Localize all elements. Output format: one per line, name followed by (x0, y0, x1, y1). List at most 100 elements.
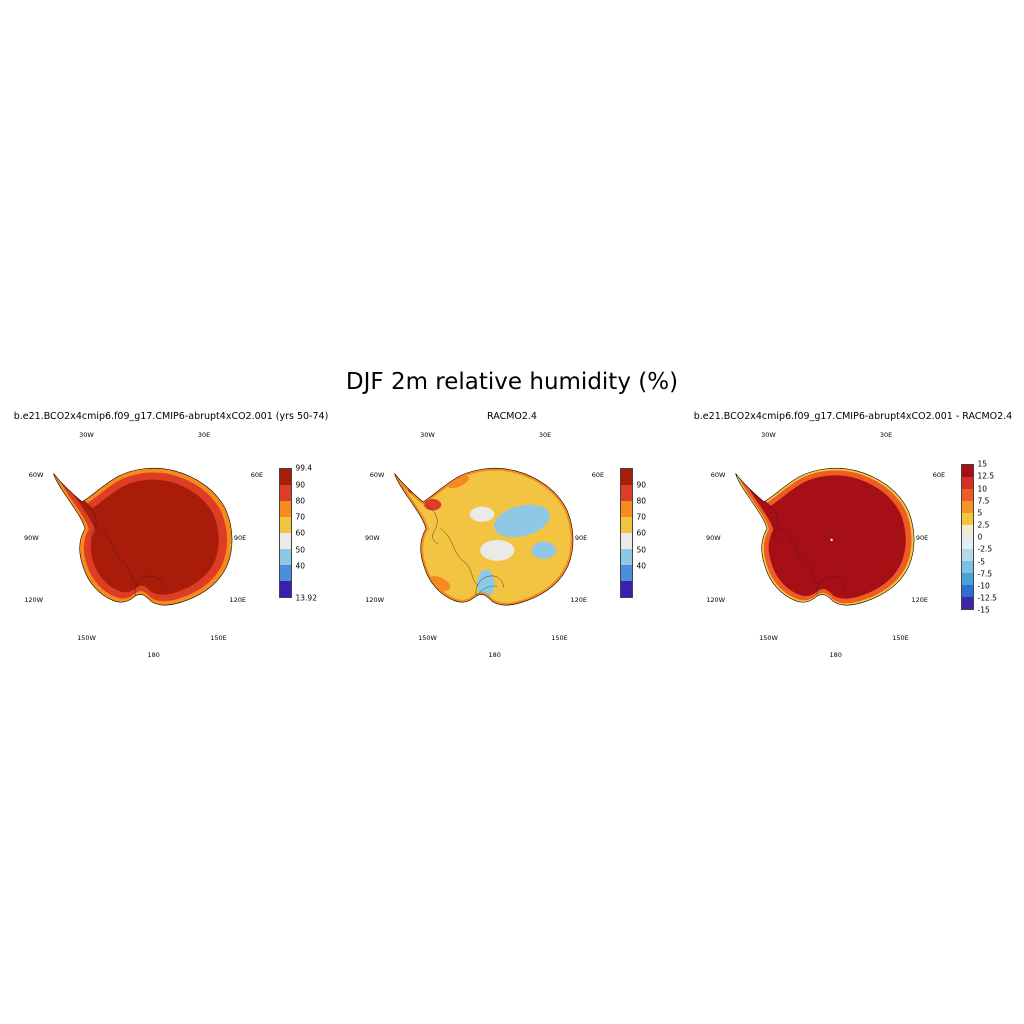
colorbar-tick-label: 80 (295, 496, 306, 506)
longitude-label-30W: 30W (420, 430, 435, 439)
panel-racmo-title: RACMO2.4 (487, 411, 537, 423)
colorbar-tick-label: -12.5 (977, 593, 997, 603)
colorbar-difference: 15 12.5 10 7.5 5 2.5 0 -2.5 -5 -7.5 -10 -12.5 -15 (960, 460, 997, 615)
longitude-label-150E: 150E (210, 634, 227, 643)
longitude-label-120W: 120W (24, 595, 44, 604)
colorbar-segment (961, 561, 973, 574)
colorbar-segment (620, 581, 632, 598)
colorbar-segment (279, 485, 291, 502)
longitude-label-180: 180 (488, 651, 501, 660)
panel-model-title: b.e21.BCO2x4cmip6.f09_g17.CMIP6-abrupt4x… (13, 411, 329, 423)
longitude-label-150W: 150W (418, 634, 437, 643)
longitude-label-30E: 30E (879, 430, 893, 439)
longitude-label-90E: 90E (574, 534, 588, 543)
map-model-coastal-speck (202, 480, 206, 484)
colorbar-tick-label: 15 (977, 459, 988, 469)
longitude-label-60E: 60E (250, 470, 264, 479)
antarctica-map-model (52, 468, 233, 606)
longitude-label-150E: 150E (892, 634, 909, 643)
colorbar-segments (960, 464, 974, 611)
colorbar-segment (961, 525, 973, 538)
longitude-label-90W: 90W (364, 534, 380, 543)
colorbar-segment (961, 477, 973, 490)
longitude-label-150W: 150W (77, 634, 96, 643)
panel-difference-map-area: 30W 30E 60W 60E 90W 90E 120W 120E 150W 150E 180 (705, 430, 949, 659)
colorbar-tick-label: 50 (295, 545, 306, 555)
map-racmo-weddell-70-80-spot (447, 475, 469, 489)
longitude-label-90E: 90E (915, 534, 929, 543)
longitude-label-60W: 60W (28, 470, 44, 479)
colorbar-segment (279, 581, 291, 598)
longitude-label-150W: 150W (759, 634, 778, 643)
colorbar-segment (620, 533, 632, 550)
colorbar-tick-label: 13.92 (295, 593, 317, 603)
colorbar-segment (961, 465, 973, 478)
map-racmo-80-90-spot (423, 499, 441, 511)
antarctica-map-difference (734, 468, 915, 606)
colorbar-segment (620, 517, 632, 534)
colorbar-segment (961, 513, 973, 526)
figure-title: DJF 2m relative humidity (%) (345, 369, 679, 395)
colorbar-tick-label: -7.5 (977, 569, 993, 579)
panel-model: b.e21.BCO2x4cmip6.f09_g17.CMIP6-abrupt4x… (1, 411, 342, 659)
colorbar-segment (961, 537, 973, 550)
panel-model-map-area: 30W 30E 60W 60E 90W 90E 120W 120E 150W 150E 180 (23, 430, 267, 659)
colorbar-segments (619, 468, 633, 599)
colorbar-segment (279, 469, 291, 486)
colorbar-segment (961, 501, 973, 514)
panel-model-map-row: 30W 30E 60W 60E 90W 90E 120W 120E 150W 150E 180 99… (1, 430, 342, 659)
colorbar-tick-label: 12.5 (977, 471, 995, 481)
panel-row: b.e21.BCO2x4cmip6.f09_g17.CMIP6-abrupt4x… (0, 411, 1024, 659)
colorbar-tick-label: 70 (295, 512, 306, 522)
colorbar-tick-label: 10 (977, 484, 988, 494)
colorbar-segment (620, 549, 632, 566)
panel-difference: b.e21.BCO2x4cmip6.f09_g17.CMIP6-abrupt4x… (683, 411, 1024, 659)
colorbar-tick-label: 50 (636, 545, 647, 555)
colorbar-segment (620, 469, 632, 486)
colorbar-tick-label: 2.5 (977, 520, 990, 530)
colorbar-tick-label: 90 (295, 480, 306, 490)
longitude-label-60E: 60E (591, 470, 605, 479)
colorbar-tick-label: -5 (977, 557, 985, 567)
colorbar-segment (620, 485, 632, 502)
longitude-label-60E: 60E (932, 470, 946, 479)
colorbar-tick-label: 40 (295, 561, 306, 571)
map-diff-center-speck (829, 538, 833, 542)
map-model-coastal-speck (127, 468, 131, 472)
longitude-label-120W: 120W (365, 595, 385, 604)
figure: DJF 2m relative humidity (%) b.e21.BCO2x… (0, 369, 1024, 659)
longitude-label-30W: 30W (79, 430, 94, 439)
colorbar-tick-label: 40 (636, 561, 647, 571)
colorbar-model: 99.4 90 80 70 60 50 40 13.92 (278, 464, 317, 603)
colorbar-tick-label: 60 (636, 528, 647, 538)
colorbar-tick-label: 90 (636, 480, 647, 490)
colorbar-segments (278, 468, 292, 599)
colorbar-segment (620, 565, 632, 582)
colorbar-segment (279, 533, 291, 550)
colorbar-segment (279, 501, 291, 518)
longitude-label-90W: 90W (705, 534, 721, 543)
longitude-label-150E: 150E (551, 634, 568, 643)
antarctica-map-racmo (393, 468, 574, 606)
longitude-label-30E: 30E (538, 430, 552, 439)
colorbar-tick-label: 5 (977, 508, 983, 518)
colorbar-tick-label: -15 (977, 605, 990, 615)
map-diff-negative-speck (735, 477, 736, 480)
map-racmo-50-60-patch (479, 540, 514, 562)
longitude-label-30W: 30W (761, 430, 776, 439)
colorbar-tick-label: -10 (977, 581, 990, 591)
colorbar-tick-label: 80 (636, 496, 647, 506)
panel-difference-title: b.e21.BCO2x4cmip6.f09_g17.CMIP6-abrupt4x… (693, 411, 1013, 423)
longitude-label-30E: 30E (197, 430, 211, 439)
colorbar-segment (279, 517, 291, 534)
panel-racmo: RACMO2.4 (342, 411, 683, 659)
longitude-label-120E: 120E (911, 595, 928, 604)
longitude-label-90W: 90W (23, 534, 39, 543)
longitude-label-120E: 120E (229, 595, 246, 604)
panel-racmo-map-area: 30W 30E 60W 60E 90W 90E 120W 120E 150W 150E 180 (364, 430, 608, 659)
longitude-label-180: 180 (829, 651, 842, 660)
longitude-label-90E: 90E (233, 534, 247, 543)
colorbar-segment (961, 549, 973, 562)
ross-shelf-edge-line (477, 585, 497, 596)
colorbar-segment (620, 501, 632, 518)
